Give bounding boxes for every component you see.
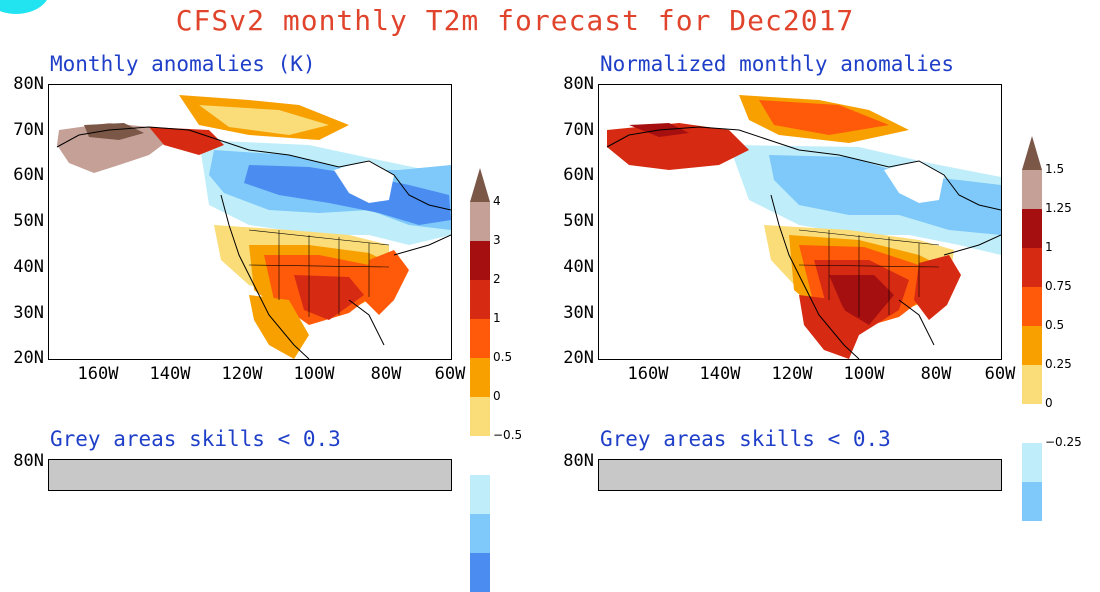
lon-label: 100W (843, 364, 885, 384)
lat-label: 40N (563, 256, 594, 277)
colorbar-tick-label: 1 (493, 311, 501, 325)
southeast-orange (364, 250, 409, 315)
lat-label: 70N (13, 119, 44, 140)
colorbar-segment (470, 514, 490, 553)
colorbar-top-arrow (470, 168, 490, 202)
lat-label: 60N (13, 165, 44, 186)
colorbar-segment (1022, 443, 1042, 482)
colorbar-tick-label: 1.5 (1045, 162, 1065, 176)
yukon-red (149, 127, 224, 155)
coastline (56, 126, 451, 359)
lat-label-bottom-right: 80N (563, 451, 594, 471)
colorbar-segment (470, 280, 490, 319)
skill-map-left (48, 459, 452, 491)
colorbar-tick-label: 0.75 (1045, 279, 1072, 293)
greenland-white (369, 85, 451, 155)
anomaly-map (48, 84, 452, 360)
colorbar-segment (1022, 209, 1042, 248)
deep-blue-region (244, 165, 451, 225)
us-darkred (294, 275, 364, 320)
colorbar-segment (470, 241, 490, 280)
state-borders (248, 229, 390, 317)
alaska-brown (57, 123, 169, 173)
panel-title-skill-right: Grey areas skills < 0.3 (600, 427, 891, 451)
lon-label: 140W (699, 364, 741, 384)
colorbar-segment (470, 358, 490, 397)
core-maroon (829, 275, 894, 325)
lat-label: 70N (563, 119, 594, 140)
lon-label: 100W (293, 364, 335, 384)
colorbar-normalized (1022, 136, 1042, 521)
colorbar-tick-label: 1 (1045, 240, 1053, 254)
colorbar-segment (470, 436, 490, 475)
colorbar-segment (1022, 326, 1042, 365)
greenland-white (919, 85, 1001, 165)
lat-label: 40N (13, 256, 44, 277)
colorbar-segment (1022, 365, 1042, 404)
panel-title-anomalies: Monthly anomalies (K) (50, 52, 316, 76)
lon-label: 80W (920, 364, 952, 384)
colorbar-segment (1022, 170, 1042, 209)
colorbar-segment (1022, 287, 1042, 326)
southeast-red (914, 255, 961, 320)
colorbar-segment (470, 553, 490, 592)
colorbar-segment (1022, 248, 1042, 287)
page-title: CFSv2 monthly T2m forecast for Dec2017 (175, 4, 855, 37)
colorbar-segment (470, 202, 490, 241)
lon-label: 60W (434, 364, 466, 384)
colorbar-tick-label: −0.25 (1045, 435, 1082, 449)
skill-map-right (598, 459, 1002, 491)
colorbar-tick-label: 0.5 (1045, 318, 1065, 332)
colorbar-segment (470, 397, 490, 436)
colorbar-top-arrow (1022, 136, 1042, 170)
panel-title-normalized: Normalized monthly anomalies (600, 52, 955, 76)
colorbar-segment (1022, 404, 1042, 443)
lat-label: 30N (13, 302, 44, 323)
normalized-map (598, 84, 1002, 360)
lat-label-bottom-left: 80N (13, 451, 44, 471)
lat-label: 50N (13, 211, 44, 232)
lon-label: 160W (627, 364, 669, 384)
colorbar-tick-label: 0 (493, 389, 501, 403)
colorbar-tick-label: −0.5 (493, 428, 523, 442)
coastline (606, 126, 1001, 359)
colorbar-segment (470, 319, 490, 358)
lon-label: 120W (771, 364, 813, 384)
lat-label: 20N (563, 348, 594, 369)
arctic-light (199, 105, 329, 135)
lat-label: 80N (13, 74, 44, 94)
hudson-white (334, 160, 394, 203)
blue-region (769, 155, 1001, 235)
colorbar-tick-label: 3 (493, 233, 501, 247)
colorbar-tick-label: 1.25 (1045, 201, 1072, 215)
hudson-white (884, 160, 944, 203)
state-borders (798, 229, 940, 317)
colorbar-tick-label: 0.5 (493, 350, 513, 364)
lat-label: 60N (563, 165, 594, 186)
lon-label: 140W (149, 364, 191, 384)
lat-label: 80N (563, 74, 594, 94)
colorbar-tick-label: 0 (1045, 396, 1053, 410)
lat-label: 50N (563, 211, 594, 232)
lat-label: 20N (13, 348, 44, 369)
colorbar-segment (470, 475, 490, 514)
colorbar-anomalies (470, 168, 490, 592)
lon-label: 80W (370, 364, 402, 384)
arctic-red (759, 100, 889, 135)
colorbar-tick-label: 4 (493, 194, 501, 208)
colorbar-segment (1022, 482, 1042, 521)
alaska-red (607, 123, 749, 170)
lon-label: 60W (984, 364, 1016, 384)
colorbar-tick-label: 0.25 (1045, 357, 1072, 371)
lat-label: 30N (563, 302, 594, 323)
alaska-dark (84, 123, 144, 140)
lon-label: 120W (221, 364, 263, 384)
colorbar-tick-label: 2 (493, 272, 501, 286)
lon-label: 160W (77, 364, 119, 384)
panel-title-skill-left: Grey areas skills < 0.3 (50, 427, 341, 451)
